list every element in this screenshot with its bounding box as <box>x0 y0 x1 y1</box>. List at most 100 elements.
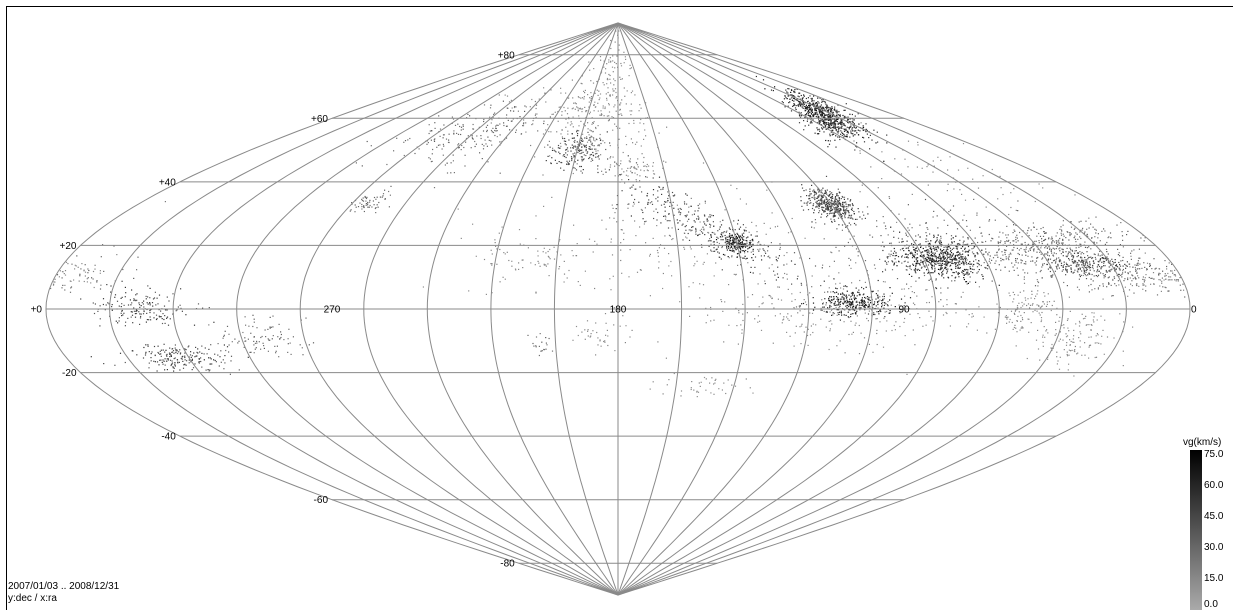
meteor-point <box>442 143 444 145</box>
meteor-point <box>915 269 917 271</box>
meteor-point <box>1080 229 1082 231</box>
meteor-point <box>852 204 854 207</box>
meteor-point <box>809 108 811 110</box>
meteor-point <box>1081 261 1083 263</box>
meteor-point <box>941 273 943 275</box>
meteor-point <box>723 341 725 343</box>
meteor-point <box>1099 255 1101 257</box>
meteor-point <box>800 104 802 106</box>
meteor-point <box>706 220 708 222</box>
meteor-point <box>809 188 811 190</box>
meteor-point <box>487 161 489 163</box>
meteor-point <box>618 138 620 140</box>
meteor-point <box>710 224 712 226</box>
meteor-point <box>756 231 758 233</box>
meteor-point <box>885 303 887 305</box>
meteor-point <box>640 208 642 211</box>
meteor-point <box>807 201 809 203</box>
meteor-point <box>1149 264 1151 267</box>
meteor-point <box>857 129 859 131</box>
meteor-point <box>498 232 500 234</box>
meteor-point <box>1039 271 1041 273</box>
meteor-point <box>879 299 881 301</box>
meteor-point <box>1062 251 1064 253</box>
meteor-point <box>1079 268 1081 271</box>
meteor-point <box>976 252 978 254</box>
meteor-point <box>1066 231 1068 233</box>
meteor-point <box>572 116 574 118</box>
meteor-point <box>826 118 828 120</box>
meteor-point <box>1086 259 1088 261</box>
meteor-point <box>1076 233 1078 235</box>
meteor-point <box>915 272 917 274</box>
meteor-point <box>1026 232 1028 234</box>
meteor-point <box>757 248 759 251</box>
meteor-point <box>960 296 962 298</box>
meteor-point <box>850 259 852 261</box>
meteor-point <box>818 128 820 130</box>
meteor-point <box>821 106 823 108</box>
meteor-point <box>76 255 78 257</box>
meteor-point <box>699 297 701 299</box>
meteor-point <box>996 254 998 256</box>
meteor-point <box>1055 242 1058 244</box>
meteor-point <box>841 124 843 126</box>
meteor-point <box>842 302 844 304</box>
meteor-point <box>752 250 754 252</box>
meteor-point <box>571 123 573 125</box>
meteor-point <box>847 210 849 212</box>
meteor-point <box>754 256 757 258</box>
meteor-point <box>1088 272 1090 274</box>
meteor-point <box>939 248 942 250</box>
meteor-point <box>720 233 722 235</box>
meteor-point <box>710 250 712 252</box>
meteor-point <box>481 158 483 160</box>
meteor-point <box>839 201 841 203</box>
meteor-point <box>841 122 843 124</box>
meteor-point <box>945 268 947 271</box>
meteor-point <box>803 299 805 301</box>
meteor-point <box>965 220 968 222</box>
meteor-point <box>745 237 748 239</box>
meteor-point <box>724 241 726 244</box>
meteor-point <box>550 162 552 165</box>
meteor-point <box>1151 268 1153 270</box>
meteor-point <box>947 276 949 278</box>
meteor-point <box>811 109 813 111</box>
meteor-point <box>1054 262 1057 264</box>
meteor-point <box>796 99 798 101</box>
meteor-point <box>821 207 823 209</box>
meteor-point <box>1052 255 1055 257</box>
meteor-point <box>375 212 377 214</box>
meteor-point <box>831 126 833 129</box>
meteor-point <box>1039 235 1042 237</box>
meteor-point <box>1042 257 1044 259</box>
meteor-point <box>786 91 788 93</box>
meteor-point <box>836 193 838 195</box>
meteor-point <box>900 298 903 300</box>
meteor-point <box>809 202 811 204</box>
meteor-point <box>770 296 772 298</box>
meteor-point <box>453 133 455 135</box>
meteor-point <box>823 123 825 125</box>
meteor-point <box>707 314 709 316</box>
meteor-point <box>1106 286 1108 288</box>
meteor-point <box>590 99 592 101</box>
meteor-point <box>982 275 984 277</box>
meteor-point <box>847 206 849 208</box>
meteor-point <box>797 100 799 102</box>
meteor-point <box>889 310 891 312</box>
meteor-point <box>971 313 973 315</box>
meteor-point <box>592 82 595 84</box>
meteor-point <box>1053 241 1055 243</box>
meteor-point <box>833 304 835 306</box>
meteor-point <box>944 251 946 253</box>
meteor-point <box>450 162 452 164</box>
meteor-point <box>824 210 826 212</box>
meteor-point <box>876 301 879 303</box>
meteor-point <box>1065 269 1067 271</box>
meteor-point <box>565 149 567 151</box>
meteor-point <box>964 257 966 259</box>
meteor-point <box>828 199 830 201</box>
meteor-point <box>938 301 940 303</box>
